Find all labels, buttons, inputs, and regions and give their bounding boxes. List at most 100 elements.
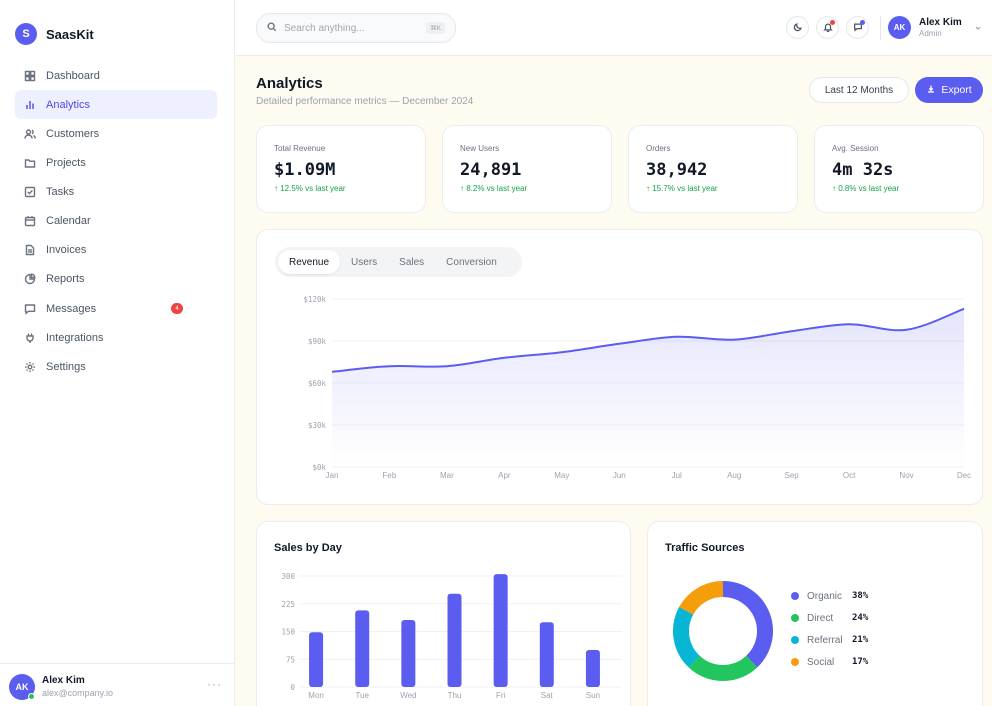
x-tick-label: May (554, 471, 569, 480)
bar[interactable] (585, 650, 600, 687)
traffic-sources-card: Traffic Sources Organic 38% Direct 24% R… (647, 521, 983, 706)
stat-label: Orders (646, 144, 671, 153)
search-icon (267, 19, 277, 37)
sidebar-item-label: Dashboard (46, 69, 100, 82)
legend-swatch (791, 636, 799, 644)
y-tick-label: 300 (281, 572, 295, 581)
messages-button[interactable] (846, 16, 869, 39)
page-title: Analytics (256, 75, 323, 92)
x-tick-label: Mon (308, 691, 324, 700)
search-input[interactable] (284, 22, 414, 34)
calendar-icon (24, 215, 36, 227)
theme-toggle-button[interactable] (786, 16, 809, 39)
donut-slice-organic[interactable] (722, 581, 773, 668)
bar[interactable] (355, 610, 370, 687)
download-icon (926, 84, 936, 97)
legend-item: Organic 38% (791, 585, 868, 607)
search-bar[interactable]: ⌘K (256, 13, 456, 43)
legend-label: Referral (807, 634, 843, 646)
tab-conversion[interactable]: Conversion (446, 256, 497, 268)
brand[interactable]: S SaasKit (15, 23, 94, 45)
y-tick-label: $0k (312, 463, 326, 472)
bar[interactable] (309, 632, 324, 687)
x-tick-label: Dec (957, 471, 971, 480)
x-tick-label: Sat (541, 691, 554, 700)
folder-icon (24, 157, 36, 169)
sidebar-item-dashboard[interactable]: Dashboard (15, 61, 217, 90)
sidebar-user[interactable]: AK Alex Kim alex@company.io ··· (0, 663, 235, 706)
brand-name: SaasKit (46, 26, 94, 42)
bar[interactable] (539, 622, 554, 687)
x-tick-label: Aug (727, 471, 741, 480)
sidebar-item-settings[interactable]: Settings (15, 352, 217, 381)
x-tick-label: Apr (498, 471, 511, 480)
y-tick-label: 225 (281, 600, 295, 609)
card-title: Traffic Sources (665, 542, 745, 554)
bar[interactable] (401, 620, 416, 687)
stat-value: $1.09M (274, 160, 336, 180)
sidebar-item-integrations[interactable]: Integrations (15, 323, 217, 352)
sidebar-item-label: Reports (46, 273, 85, 286)
sidebar-item-tasks[interactable]: Tasks (15, 178, 217, 207)
date-range-button[interactable]: Last 12 Months (809, 77, 909, 103)
export-label: Export (941, 84, 972, 96)
legend-value: 38% (852, 591, 869, 601)
stat-label: New Users (460, 144, 500, 153)
main-content: Analytics Detailed performance metrics —… (235, 56, 992, 706)
more-options-button[interactable]: ··· (207, 677, 222, 691)
stat-change: ↑ 8.2% vs last year (460, 184, 528, 193)
y-tick-label: $120k (303, 295, 326, 304)
traffic-donut-chart (673, 581, 773, 681)
stat-value: 38,942 (646, 160, 708, 180)
sidebar-item-label: Analytics (46, 98, 91, 111)
tab-sales[interactable]: Sales (399, 256, 425, 268)
bar[interactable] (447, 593, 462, 687)
legend-value: 24% (852, 613, 869, 623)
unread-count-badge: 4 (171, 303, 183, 315)
tab-users[interactable]: Users (351, 256, 378, 268)
stat-card: Avg. Session 4m 32s ↑ 0.8% vs last year (814, 125, 984, 213)
bar[interactable] (493, 574, 508, 687)
sidebar-item-customers[interactable]: Customers (15, 119, 217, 148)
notifications-button[interactable] (816, 16, 839, 39)
x-tick-label: Sep (785, 471, 800, 480)
legend-label: Organic (807, 590, 843, 602)
x-tick-label: Thu (448, 691, 462, 700)
sidebar-item-projects[interactable]: Projects (15, 148, 217, 177)
sidebar-item-invoices[interactable]: Invoices (15, 236, 217, 265)
message-icon (24, 303, 36, 315)
sidebar-item-messages[interactable]: Messages 4 (15, 294, 217, 323)
x-tick-label: Sun (586, 691, 600, 700)
stat-card: Total Revenue $1.09M ↑ 12.5% vs last yea… (256, 125, 426, 213)
legend-swatch (791, 614, 799, 622)
sidebar-item-reports[interactable]: Reports (15, 265, 217, 294)
revenue-chart-card: Revenue Users Sales Conversion $0k $30k $60k $… (256, 229, 983, 505)
donut-slice-social[interactable] (679, 581, 724, 615)
legend-label: Social (807, 656, 835, 668)
x-tick-label: Feb (383, 471, 397, 480)
file-icon (24, 244, 36, 256)
x-tick-label: Mar (440, 471, 454, 480)
sidebar-item-analytics[interactable]: Analytics (15, 90, 217, 120)
stat-label: Total Revenue (274, 144, 326, 153)
top-header: ⌘K AK Alex Kim Admin (235, 0, 992, 56)
sidebar: S SaasKit Dashboard Analytics Customers … (0, 0, 235, 706)
legend-item: Social 17% (791, 651, 868, 673)
online-status-dot (28, 693, 35, 700)
search-shortcut-hint: ⌘K (426, 22, 445, 34)
header-divider (880, 16, 881, 40)
stat-card: New Users 24,891 ↑ 8.2% vs last year (442, 125, 612, 213)
y-tick-label: 150 (281, 628, 295, 637)
revenue-line (331, 307, 965, 373)
sidebar-item-calendar[interactable]: Calendar (15, 207, 217, 236)
chart-tabs: Revenue Users Sales Conversion (275, 247, 522, 277)
donut-slice-referral[interactable] (673, 606, 701, 668)
export-button[interactable]: Export (915, 77, 983, 103)
gear-icon (24, 361, 36, 373)
user-menu[interactable]: AK Alex Kim Admin (888, 16, 982, 39)
revenue-area-chart: $0k $30k $60k $90k $120k Jan Feb Mar Apr May Jun Ju… (303, 295, 971, 480)
user-name: Alex Kim (919, 17, 962, 28)
donut-slice-direct[interactable] (688, 655, 758, 681)
sidebar-item-label: Projects (46, 156, 86, 169)
tab-revenue[interactable]: Revenue (278, 250, 341, 274)
